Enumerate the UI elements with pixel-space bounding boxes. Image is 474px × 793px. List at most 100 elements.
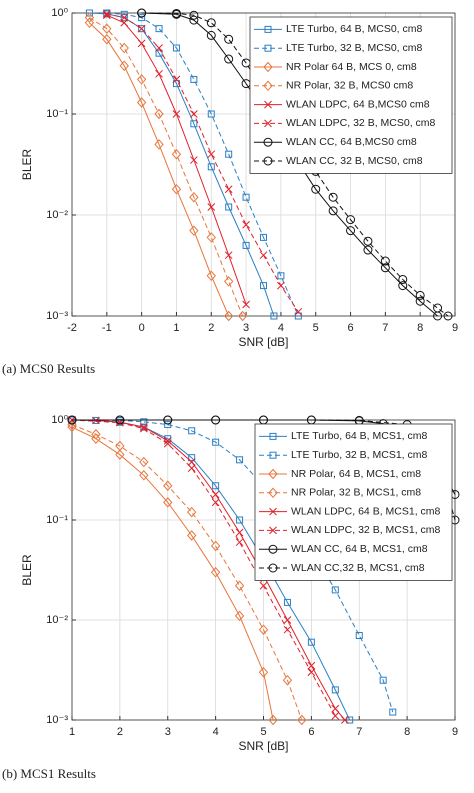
marker [398, 281, 408, 291]
legend-marker [264, 119, 272, 128]
marker [206, 270, 216, 282]
legend-marker [268, 563, 278, 573]
marker [380, 256, 390, 266]
marker [84, 12, 95, 23]
marker [139, 470, 149, 481]
marker [283, 616, 292, 624]
marker [187, 530, 197, 541]
marker [91, 429, 101, 440]
marker [102, 23, 112, 34]
marker [137, 8, 147, 18]
marker [259, 251, 268, 260]
marker [415, 296, 425, 306]
marker [120, 13, 129, 22]
legend-label: WLAN LDPC, 32 B, MCS1, cm8 [291, 524, 441, 536]
marker [207, 203, 216, 211]
marker [379, 676, 387, 684]
legend-label: LTE Turbo, 64 B, MCS1, cm8 [291, 430, 428, 442]
marker [171, 8, 181, 18]
marker [258, 667, 269, 678]
legend-label: WLAN LDPC, 64 B,MCS0 cm8 [286, 98, 430, 110]
x-tick-label: 4 [213, 726, 219, 738]
marker [136, 74, 147, 85]
marker [346, 226, 356, 236]
marker [234, 610, 245, 622]
x-tick-label: 1 [69, 726, 75, 738]
legend-marker [263, 137, 273, 147]
marker [138, 25, 146, 33]
y-tick-label: 10⁻² [46, 209, 68, 221]
x-tick-label: 6 [308, 726, 314, 738]
marker [398, 274, 408, 284]
marker [119, 60, 129, 72]
marker [235, 538, 244, 547]
marker [307, 661, 316, 670]
marker [163, 436, 172, 445]
marker [138, 14, 146, 22]
x-tick-label: 5 [313, 322, 319, 334]
marker [172, 80, 180, 88]
marker [277, 281, 285, 290]
legend-label: LTE Turbo, 32 B, MCS1, cm8 [291, 449, 428, 461]
y-tick-label: 10⁰ [51, 414, 68, 426]
marker [67, 415, 77, 425]
marker [331, 686, 339, 694]
marker [190, 156, 198, 164]
marker [242, 193, 250, 201]
legend-label: WLAN CC,32 B, MCS1, cm8 [291, 562, 425, 574]
marker [136, 97, 147, 108]
marker [242, 300, 250, 309]
marker [115, 415, 125, 425]
marker [212, 438, 220, 446]
series-line [71, 424, 303, 721]
marker [294, 312, 302, 320]
marker [237, 310, 248, 322]
marker [189, 225, 199, 236]
x-tick-label: 2 [117, 726, 123, 738]
marker [212, 482, 220, 490]
marker [137, 39, 146, 48]
legend-label: WLAN CC, 32 B, MCS0, cm8 [286, 155, 423, 167]
marker [140, 423, 148, 431]
marker [270, 312, 278, 320]
x-tick-label: 8 [417, 322, 423, 334]
marker [171, 148, 182, 160]
legend-marker [269, 526, 277, 535]
caption: (b) MCS1 Results [2, 766, 96, 781]
x-tick-label: 9 [452, 322, 458, 334]
marker [433, 303, 443, 313]
marker [363, 236, 373, 246]
marker [224, 310, 234, 322]
marker [137, 24, 146, 33]
marker [415, 290, 425, 300]
marker [210, 540, 221, 552]
x-tick-label: -1 [102, 322, 112, 334]
x-tick-label: 0 [139, 322, 145, 334]
marker [187, 464, 196, 473]
marker [282, 674, 293, 686]
marker [189, 15, 199, 25]
legend-label: NR Polar, 32 B, MCS0 cm8 [286, 80, 413, 92]
plot-frame [71, 12, 456, 317]
x-axis-label: SNR [dB] [238, 739, 288, 753]
marker [224, 34, 234, 44]
legend-marker [268, 544, 278, 554]
marker [224, 54, 234, 64]
legend-label: WLAN CC, 64 B,MCS0 cm8 [286, 136, 417, 148]
marker [225, 203, 233, 211]
marker [139, 424, 148, 433]
marker [139, 423, 148, 431]
marker [163, 439, 172, 448]
marker [189, 10, 199, 20]
marker [311, 184, 321, 194]
marker [115, 449, 125, 460]
marker [140, 418, 148, 426]
y-tick-label: 10⁻¹ [46, 514, 68, 526]
marker [346, 215, 356, 225]
marker [154, 139, 164, 150]
marker [328, 192, 338, 202]
legend-marker [268, 468, 278, 480]
marker [163, 480, 173, 492]
marker [206, 18, 216, 28]
